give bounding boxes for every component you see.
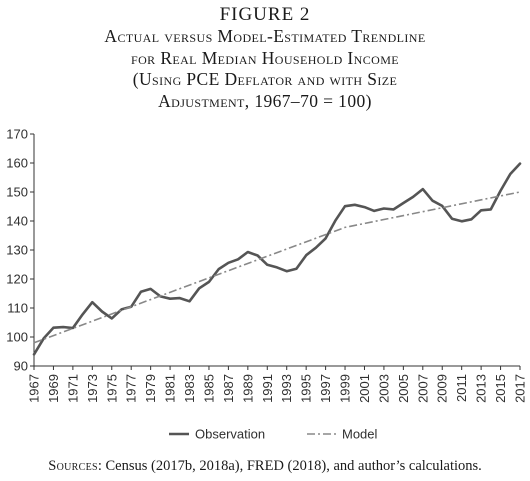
x-tick-label: 2013 bbox=[474, 374, 489, 403]
y-tick-label: 100 bbox=[6, 330, 28, 345]
x-tick-label: 2007 bbox=[415, 374, 430, 403]
x-tick-label: 2015 bbox=[493, 374, 508, 403]
x-tick-label: 1997 bbox=[318, 374, 333, 403]
series-model-line bbox=[33, 191, 521, 344]
figure-title-line-1: Actual versus Model-Estimated Trendline bbox=[104, 26, 426, 46]
figure-title-line-2: for Real Median Household Income bbox=[131, 47, 399, 68]
figure-title-line-3: (Using PCE Deflator and with Size bbox=[132, 69, 398, 89]
source-text: : Census (2017b, 2018a), FRED (2018), an… bbox=[97, 458, 482, 474]
x-tick-label: 1977 bbox=[124, 374, 139, 403]
y-tick-label: 120 bbox=[6, 272, 28, 287]
x-tick-label: 2009 bbox=[435, 374, 450, 403]
x-tick-label: 1981 bbox=[163, 374, 178, 403]
x-tick-label: 1983 bbox=[182, 374, 197, 403]
x-tick-label: 1987 bbox=[221, 374, 236, 403]
series-layer bbox=[32, 162, 522, 356]
x-tick-label: 1995 bbox=[299, 374, 314, 403]
x-tick-label: 1985 bbox=[201, 374, 216, 403]
x-tick-label: 2017 bbox=[513, 374, 528, 403]
x-axis: 1967 1969 1971 1973 1975 1977 1979 1981 1983 1985… bbox=[27, 365, 528, 403]
x-tick-label: 1999 bbox=[338, 374, 353, 403]
x-tick-label: 1991 bbox=[260, 374, 275, 403]
x-tick-label: 1975 bbox=[104, 374, 119, 403]
y-tick-label: 170 bbox=[6, 127, 28, 142]
x-tick-label: 2011 bbox=[454, 374, 469, 402]
legend-label-model: Model bbox=[342, 427, 378, 442]
figure-title: FIGURE 2 Actual versus Model-Estimated T… bbox=[0, 4, 530, 112]
y-tick-label: 150 bbox=[6, 185, 28, 200]
figure-title-line-4: Adjustment, 1967–70 = 100) bbox=[158, 90, 372, 111]
x-tick-label: 2001 bbox=[357, 374, 372, 403]
y-tick-label: 130 bbox=[6, 243, 28, 258]
y-axis: 90 100 110 120 130 140 150 160 170 bbox=[6, 127, 35, 374]
y-tick-label: 140 bbox=[6, 214, 28, 229]
legend-label-observation: Observation bbox=[195, 427, 265, 442]
source-note: Sources: Census (2017b, 2018a), FRED (20… bbox=[0, 458, 530, 475]
x-tick-label: 1979 bbox=[143, 374, 158, 403]
x-tick-label: 2003 bbox=[376, 374, 391, 403]
x-tick-label: 1969 bbox=[46, 374, 61, 403]
x-tick-label: 1993 bbox=[279, 374, 294, 403]
x-tick-label: 1971 bbox=[65, 374, 80, 403]
x-tick-label: 1989 bbox=[240, 374, 255, 403]
figure-label: FIGURE 2 bbox=[219, 4, 311, 25]
y-tick-label: 160 bbox=[6, 156, 28, 171]
series-observation-line bbox=[32, 162, 522, 356]
x-tick-label: 2005 bbox=[396, 374, 411, 403]
y-tick-label: 110 bbox=[7, 301, 28, 316]
y-tick-label: 90 bbox=[14, 359, 28, 374]
legend: Observation Model bbox=[169, 427, 378, 442]
x-tick-label: 1967 bbox=[27, 374, 42, 403]
x-tick-label: 1973 bbox=[85, 374, 100, 403]
source-label: Sources bbox=[48, 458, 98, 474]
